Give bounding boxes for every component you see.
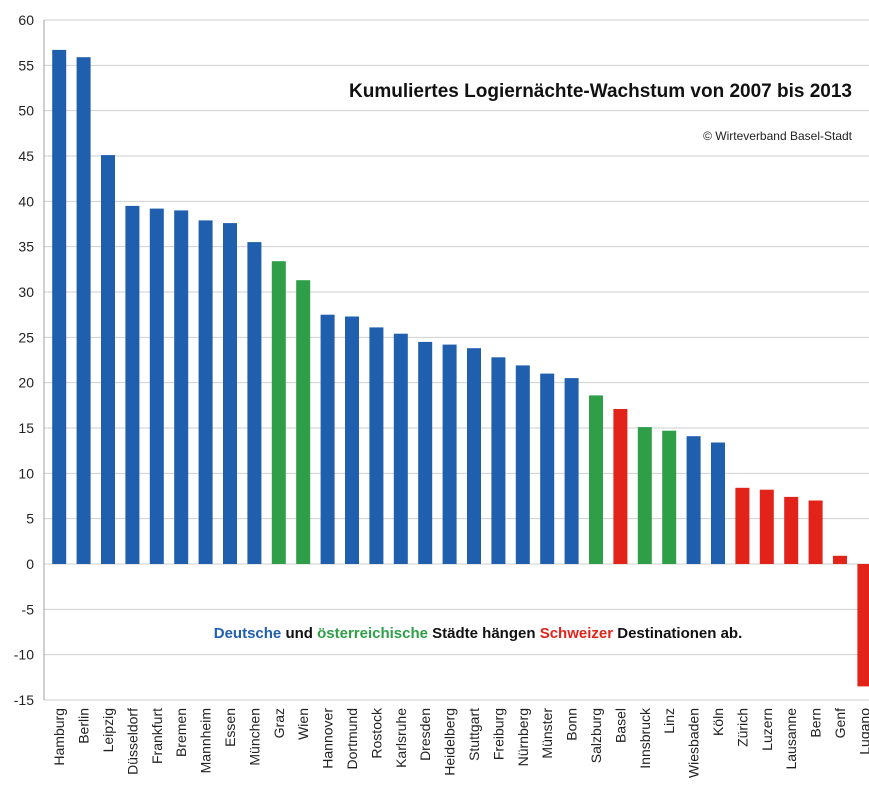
bar-düsseldorf (125, 205, 140, 564)
y-tick-label: 5 (26, 511, 34, 527)
y-tick-label: 15 (18, 420, 34, 436)
x-tick-label: Karlsruhe (393, 708, 409, 768)
bar-lugano (857, 564, 869, 687)
x-tick-label: Lugano (856, 708, 869, 755)
x-tick-label: Genf (832, 708, 848, 738)
x-axis-ticks: Hamburg Berlin Leipzig Düsseldorf Frankfurt B… (51, 707, 869, 778)
annotation-segment: Destinationen ab. (613, 625, 742, 642)
x-tick-label: Bonn (564, 708, 580, 741)
x-tick-label: Graz (271, 708, 287, 738)
annotation-segment: Deutsche (214, 625, 282, 642)
bar-essen (223, 223, 237, 564)
y-tick-label: 25 (18, 329, 34, 345)
bars (52, 49, 869, 687)
annotation-segment: und (281, 625, 317, 642)
annotation-segment: österreichische (317, 625, 428, 642)
bar-münchen (247, 242, 262, 564)
x-tick-label: Rostock (368, 707, 384, 759)
chart-title: Kumuliertes Logiernächte-Wachstum von 20… (349, 81, 852, 102)
bar-zürich (735, 487, 750, 564)
y-tick-label: 20 (18, 375, 34, 391)
bar-salzburg (589, 395, 603, 564)
bar-frankfurt (149, 208, 164, 564)
bar-bonn (564, 378, 579, 564)
bar-köln (711, 442, 725, 564)
y-tick-label: -15 (14, 692, 34, 708)
x-tick-label: Wien (295, 708, 311, 740)
x-tick-label: Bremen (173, 708, 189, 757)
bar-rostock (369, 327, 384, 564)
y-tick-label: 50 (18, 103, 34, 119)
y-tick-label: 35 (18, 239, 34, 255)
annotation-segment: Städte hängen (428, 625, 540, 642)
x-tick-label: Dortmund (344, 708, 360, 769)
x-tick-label: Freiburg (490, 708, 506, 760)
annotation-segment: Schweizer (540, 625, 614, 642)
chart-subtitle: © Wirteverband Basel-Stadt (703, 129, 853, 143)
x-tick-label: Lausanne (783, 708, 799, 770)
bar-wien (296, 280, 311, 564)
x-tick-label: Luzern (759, 708, 775, 751)
bar-lausanne (784, 496, 799, 564)
y-tick-label: 60 (18, 12, 34, 28)
bar-münster (540, 373, 555, 564)
y-tick-label: 40 (18, 193, 34, 209)
bar-luzern (759, 489, 774, 564)
x-tick-label: Heidelberg (442, 708, 458, 776)
bar-bremen (174, 210, 189, 564)
bar-nürnberg (515, 365, 530, 564)
x-tick-label: Bern (808, 708, 824, 738)
bar-graz (271, 261, 286, 564)
y-tick-label: 0 (26, 556, 34, 572)
y-tick-label: 10 (18, 465, 34, 481)
bar-dresden (418, 341, 433, 564)
y-tick-label: 55 (18, 57, 34, 73)
bar-mannheim (198, 220, 213, 564)
bar-freiburg (491, 357, 506, 564)
bar-genf (833, 555, 847, 564)
x-tick-label: Nürnberg (515, 708, 531, 766)
bar-karlsruhe (393, 333, 408, 564)
x-tick-label: Basel (612, 708, 628, 743)
bar-hamburg (52, 49, 67, 564)
bar-wiesbaden (686, 436, 701, 564)
x-tick-label: Mannheim (198, 708, 214, 773)
bar-heidelberg (442, 344, 457, 564)
x-tick-label: Leipzig (100, 708, 116, 752)
x-tick-label: Salzburg (588, 708, 604, 763)
x-tick-label: Dresden (417, 708, 433, 761)
x-tick-label: Düsseldorf (124, 708, 140, 775)
x-tick-label: Köln (710, 708, 726, 736)
x-tick-label: Berlin (76, 708, 92, 744)
bar-innsbruck (637, 427, 652, 564)
bar-bern (808, 500, 823, 564)
x-tick-label: Essen (222, 708, 238, 747)
y-tick-label: -10 (14, 647, 34, 663)
y-tick-label: 30 (18, 284, 34, 300)
x-tick-label: Zürich (734, 708, 750, 747)
bar-berlin (76, 57, 91, 564)
x-tick-label: Innsbruck (637, 707, 653, 769)
bar-hannover (320, 314, 335, 564)
x-tick-label: Münster (539, 708, 555, 759)
y-tick-label: 45 (18, 148, 34, 164)
x-tick-label: München (246, 708, 262, 766)
bar-stuttgart (467, 348, 481, 564)
chart-annotation: Deutsche und österreichische Städte häng… (214, 625, 743, 642)
x-tick-label: Hamburg (51, 708, 67, 766)
bar-leipzig (101, 155, 115, 564)
x-tick-label: Stuttgart (466, 708, 482, 761)
y-tick-label: -5 (22, 601, 35, 617)
x-tick-label: Wiesbaden (686, 708, 702, 778)
bar-linz (662, 430, 677, 564)
x-tick-label: Frankfurt (149, 708, 165, 764)
x-tick-label: Linz (661, 708, 677, 734)
x-tick-label: Hannover (320, 708, 336, 769)
bar-dortmund (345, 316, 359, 564)
y-axis-ticks: -15 -10 -5 0 5 10 15 20 25 30 35 40 45 50 55 60 (14, 12, 34, 708)
bar-basel (613, 409, 628, 564)
